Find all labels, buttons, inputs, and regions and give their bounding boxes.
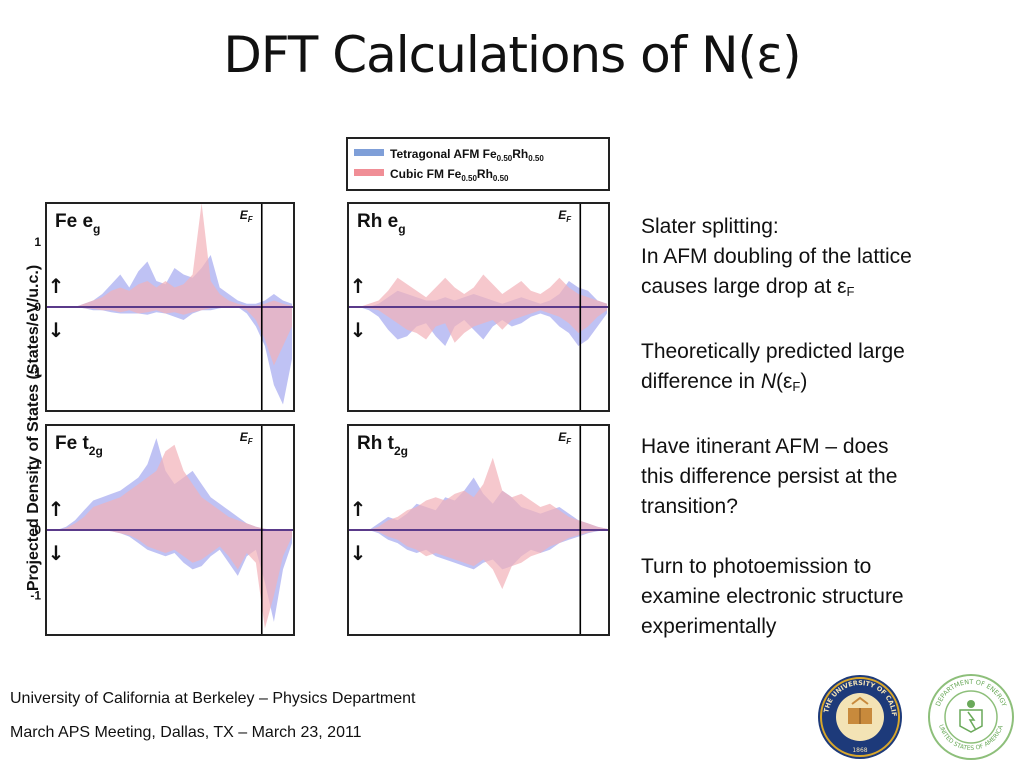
page-title: DFT Calculations of N(ε) bbox=[223, 26, 801, 84]
uc-seal-logo: THE UNIVERSITY OF CALIFORNIA 1868 bbox=[817, 674, 902, 759]
fm-up-area bbox=[48, 444, 292, 530]
legend-entry: Cubic FM Fe0.50Rh0.50 bbox=[390, 167, 509, 183]
panel-label: Fe eg bbox=[55, 211, 100, 236]
dos-figure: Tetragonal AFM Fe0.50Rh0.50 Cubic FM Fe0.… bbox=[22, 136, 614, 646]
dos-panel: Fe eg EF ↑ ↓ 1 0 -1 bbox=[30, 202, 295, 412]
fm-down-area bbox=[48, 530, 292, 629]
fermi-label: EF bbox=[240, 208, 254, 224]
svg-text:1868: 1868 bbox=[852, 747, 867, 754]
y-tick-label: -1 bbox=[30, 365, 41, 379]
note-sub: F bbox=[792, 379, 801, 394]
y-tick-label: 1 bbox=[34, 235, 41, 249]
dos-chart: Tetragonal AFM Fe0.50Rh0.50 Cubic FM Fe0.… bbox=[25, 137, 610, 636]
note-line: causes large drop at εF bbox=[641, 272, 1011, 307]
note-line: Turn to photoemission to bbox=[641, 555, 872, 578]
y-axis-label: Projected Density of States (States/eV/u… bbox=[25, 265, 42, 591]
footer-meeting: March APS Meeting, Dallas, TX – March 23… bbox=[10, 724, 362, 741]
y-tick-label: 0 bbox=[34, 300, 41, 314]
note-slater: Slater splitting: In AFM doubling of the… bbox=[641, 212, 1011, 307]
fm-up-area bbox=[350, 274, 607, 307]
panel-frame bbox=[347, 424, 610, 636]
panel-label: Fe t2g bbox=[55, 433, 103, 458]
note-line: transition? bbox=[641, 495, 738, 518]
note-prediction: Theoretically predicted large difference… bbox=[641, 337, 1011, 402]
legend: Tetragonal AFM Fe0.50Rh0.50 Cubic FM Fe0.… bbox=[346, 137, 610, 191]
note-line: difference in N(εF) bbox=[641, 367, 1011, 402]
note-line: examine electronic structure bbox=[641, 585, 904, 608]
spin-up-arrow: ↑ bbox=[48, 274, 65, 298]
note-text: difference in bbox=[641, 370, 761, 393]
note-line: this difference persist at the bbox=[641, 465, 898, 488]
legend-box bbox=[346, 137, 610, 191]
afm-down-area bbox=[48, 307, 292, 405]
y-tick-label: 1 bbox=[34, 457, 41, 471]
spin-down-arrow: ↓ bbox=[350, 541, 367, 565]
panel-plot-area bbox=[350, 457, 607, 590]
panel-frame bbox=[347, 202, 610, 412]
panel-plot-area bbox=[48, 203, 292, 405]
fm-down-area bbox=[48, 307, 292, 366]
note-photoemission: Turn to photoemission to examine electro… bbox=[641, 552, 1011, 642]
fermi-label: EF bbox=[558, 208, 572, 224]
footer-institution: University of California at Berkeley – P… bbox=[10, 690, 416, 707]
note-line: Have itinerant AFM – does bbox=[641, 435, 889, 458]
spin-down-arrow: ↓ bbox=[350, 318, 367, 342]
dos-panel: Fe t2g EF ↑ ↓ 1 0 -1 bbox=[30, 424, 295, 636]
panel-plot-area bbox=[48, 438, 292, 629]
fm-down-area bbox=[350, 307, 607, 343]
note-line: Theoretically predicted large bbox=[641, 340, 905, 363]
panel-label: Rh eg bbox=[357, 211, 406, 236]
spin-up-arrow: ↑ bbox=[48, 497, 65, 521]
fm-up-area bbox=[48, 203, 292, 307]
spin-down-arrow: ↓ bbox=[48, 318, 65, 342]
fm-up-area bbox=[350, 457, 607, 530]
panel-label: Rh t2g bbox=[357, 433, 408, 458]
note-text: (ε bbox=[776, 370, 793, 393]
note-line: Slater splitting: bbox=[641, 215, 779, 238]
spin-down-arrow: ↓ bbox=[48, 541, 65, 565]
panel-plot-area bbox=[350, 274, 607, 346]
legend-swatch bbox=[354, 169, 384, 176]
spin-up-arrow: ↑ bbox=[350, 274, 367, 298]
note-line: In AFM doubling of the lattice bbox=[641, 245, 912, 268]
y-tick-label: -1 bbox=[30, 589, 41, 603]
dos-panel: Rh t2g EF ↑ ↓ bbox=[347, 424, 610, 636]
fermi-label: EF bbox=[240, 430, 254, 446]
spin-up-arrow: ↑ bbox=[350, 497, 367, 521]
note-line: experimentally bbox=[641, 615, 777, 638]
note-question: Have itinerant AFM – does this differenc… bbox=[641, 432, 1011, 522]
panel-frame bbox=[45, 424, 295, 636]
doe-seal-logo: DEPARTMENT OF ENERGY UNITED STATES OF AM… bbox=[928, 674, 1014, 760]
note-text: causes large drop at ε bbox=[641, 275, 847, 298]
note-sub: F bbox=[846, 284, 855, 299]
dos-panel: Rh eg EF ↑ ↓ bbox=[347, 202, 610, 412]
note-italic: N bbox=[760, 370, 777, 393]
fm-down-area bbox=[350, 530, 607, 590]
notes-panel: Slater splitting: In AFM doubling of the… bbox=[641, 212, 1011, 672]
note-text: ) bbox=[800, 370, 808, 393]
panel-frame bbox=[45, 202, 295, 412]
y-tick-label: 0 bbox=[34, 523, 41, 537]
fermi-label: EF bbox=[558, 430, 572, 446]
legend-swatch bbox=[354, 149, 384, 156]
legend-entry: Tetragonal AFM Fe0.50Rh0.50 bbox=[390, 147, 544, 163]
